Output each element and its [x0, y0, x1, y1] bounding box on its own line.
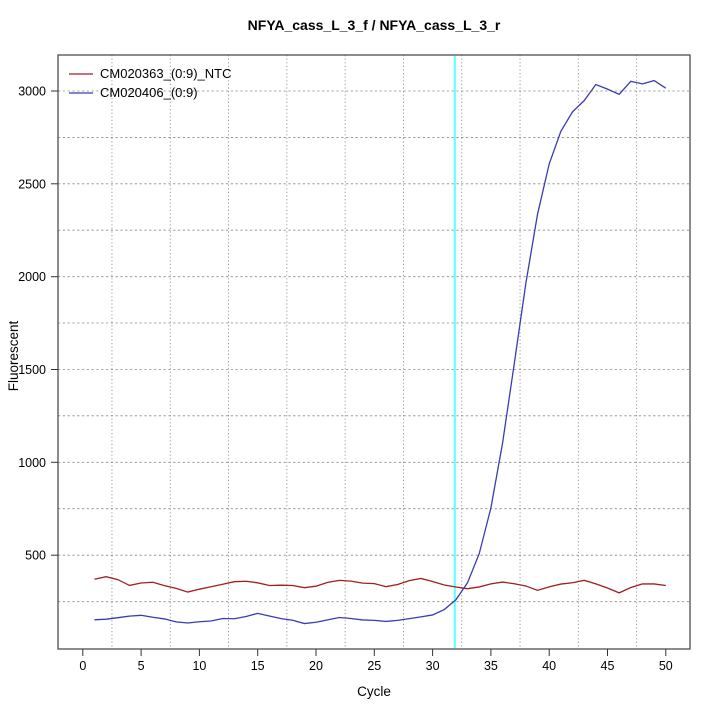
svg-text:2500: 2500 [18, 177, 46, 191]
svg-text:Cycle: Cycle [357, 684, 391, 699]
svg-text:15: 15 [251, 659, 265, 673]
svg-text:40: 40 [542, 659, 556, 673]
svg-text:25: 25 [367, 659, 381, 673]
svg-text:45: 45 [601, 659, 615, 673]
svg-text:CM020363_(0:9)_NTC: CM020363_(0:9)_NTC [100, 66, 232, 81]
svg-text:3000: 3000 [18, 85, 46, 99]
svg-text:10: 10 [192, 659, 206, 673]
svg-text:0: 0 [79, 659, 86, 673]
svg-text:35: 35 [484, 659, 498, 673]
svg-text:1000: 1000 [18, 456, 46, 470]
svg-text:50: 50 [659, 659, 673, 673]
svg-text:5: 5 [138, 659, 145, 673]
svg-text:500: 500 [25, 549, 46, 563]
svg-text:NFYA_cass_L_3_f / NFYA_cass_L_: NFYA_cass_L_3_f / NFYA_cass_L_3_r [248, 17, 501, 33]
svg-text:Fluorescent: Fluorescent [6, 320, 21, 391]
svg-text:2000: 2000 [18, 270, 46, 284]
svg-text:30: 30 [426, 659, 440, 673]
svg-text:CM020406_(0:9): CM020406_(0:9) [100, 85, 198, 100]
svg-text:1500: 1500 [18, 363, 46, 377]
svg-text:20: 20 [309, 659, 323, 673]
